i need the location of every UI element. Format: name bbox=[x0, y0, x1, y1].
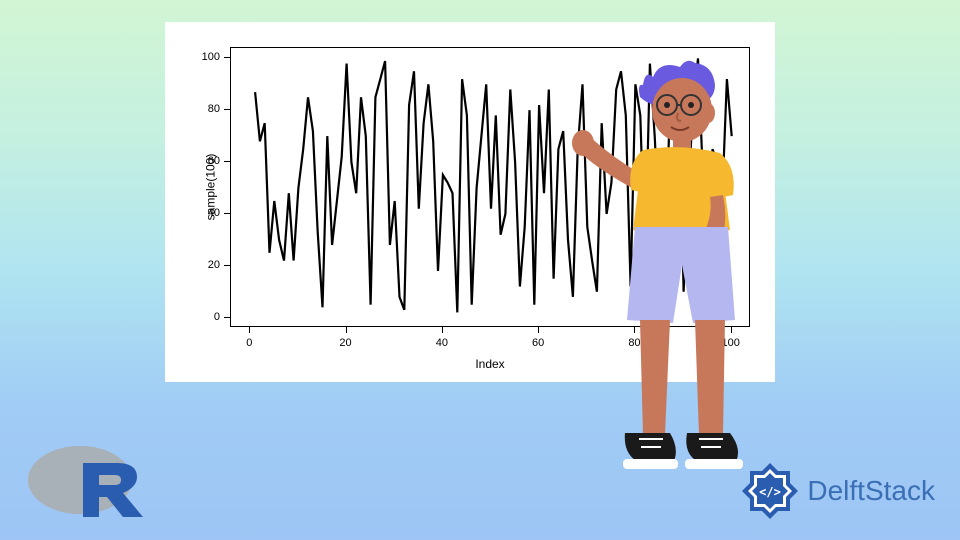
x-tick-mark bbox=[538, 327, 539, 333]
y-tick-label: 0 bbox=[214, 311, 220, 323]
y-tick-mark bbox=[224, 317, 230, 318]
y-tick-mark bbox=[224, 109, 230, 110]
x-axis-label: Index bbox=[475, 357, 504, 371]
x-tick-mark bbox=[249, 327, 250, 333]
delftstack-badge-icon: </> bbox=[739, 460, 801, 522]
x-tick-mark bbox=[346, 327, 347, 333]
cartoon-character bbox=[565, 55, 795, 485]
y-tick-label: 80 bbox=[208, 103, 220, 115]
y-tick-mark bbox=[224, 213, 230, 214]
r-logo bbox=[25, 435, 145, 525]
delftstack-text: DelftStack bbox=[807, 475, 935, 507]
svg-text:</>: </> bbox=[760, 485, 782, 499]
x-tick-label: 40 bbox=[436, 337, 448, 349]
delftstack-logo: </> DelftStack bbox=[739, 460, 935, 522]
y-tick-label: 100 bbox=[202, 51, 220, 63]
y-axis-ticks: 020406080100 bbox=[165, 47, 230, 327]
x-tick-label: 0 bbox=[246, 337, 252, 349]
y-axis-label: sample(100) bbox=[203, 154, 217, 221]
x-tick-label: 60 bbox=[532, 337, 544, 349]
y-tick-mark bbox=[224, 265, 230, 266]
y-tick-label: 20 bbox=[208, 259, 220, 271]
y-tick-mark bbox=[224, 161, 230, 162]
x-tick-label: 20 bbox=[339, 337, 351, 349]
x-tick-mark bbox=[442, 327, 443, 333]
y-tick-mark bbox=[224, 57, 230, 58]
